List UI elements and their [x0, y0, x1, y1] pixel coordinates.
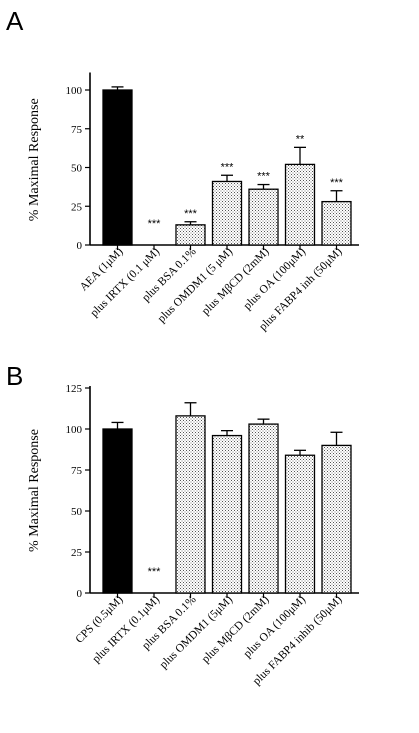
bar [248, 188, 279, 246]
y-tick-label: 50 [71, 506, 83, 518]
significance-marker: *** [221, 161, 235, 173]
bar [248, 423, 279, 594]
y-tick-label: 75 [71, 124, 83, 136]
significance-marker: ** [296, 133, 305, 145]
significance-marker: *** [184, 208, 198, 220]
bar [284, 163, 316, 246]
y-tick-label: 0 [77, 588, 83, 600]
bar [321, 200, 352, 246]
bar [175, 224, 206, 246]
significance-marker: *** [148, 218, 162, 230]
y-tick-label: 0 [77, 240, 83, 252]
bar [284, 454, 316, 594]
x-tick-label: plus MβCD (2mM) [200, 246, 272, 318]
y-tick-label: 25 [71, 547, 83, 559]
significance-marker: *** [330, 177, 344, 189]
y-tick-label: 50 [71, 163, 83, 175]
significance-marker: *** [148, 566, 162, 578]
x-tick-label: plus IRTX (0.1μM) [90, 594, 162, 666]
bar [321, 444, 352, 594]
bar [175, 415, 206, 594]
y-axis-label: % Maximal Response [27, 98, 42, 221]
bar [211, 180, 243, 246]
y-axis-label: % Maximal Response [27, 429, 42, 552]
y-tick-label: 100 [66, 85, 83, 97]
y-tick-label: 100 [66, 424, 83, 436]
panel-letter: B [6, 361, 23, 391]
bar [102, 89, 133, 246]
x-tick-label: plus MβCD (2mM) [200, 594, 272, 666]
x-tick-label: plus IRTX (0.1 μM) [88, 246, 162, 320]
significance-marker: *** [257, 171, 271, 183]
bar [211, 434, 243, 594]
y-tick-label: 75 [71, 465, 83, 477]
x-tick-label: plus OA (100μM) [242, 594, 309, 661]
panel-letter: A [6, 6, 24, 36]
y-tick-label: 25 [71, 201, 83, 213]
y-tick-label: 125 [66, 383, 83, 395]
bar [102, 428, 133, 594]
x-tick-label: plus OA (100μM) [242, 246, 309, 313]
